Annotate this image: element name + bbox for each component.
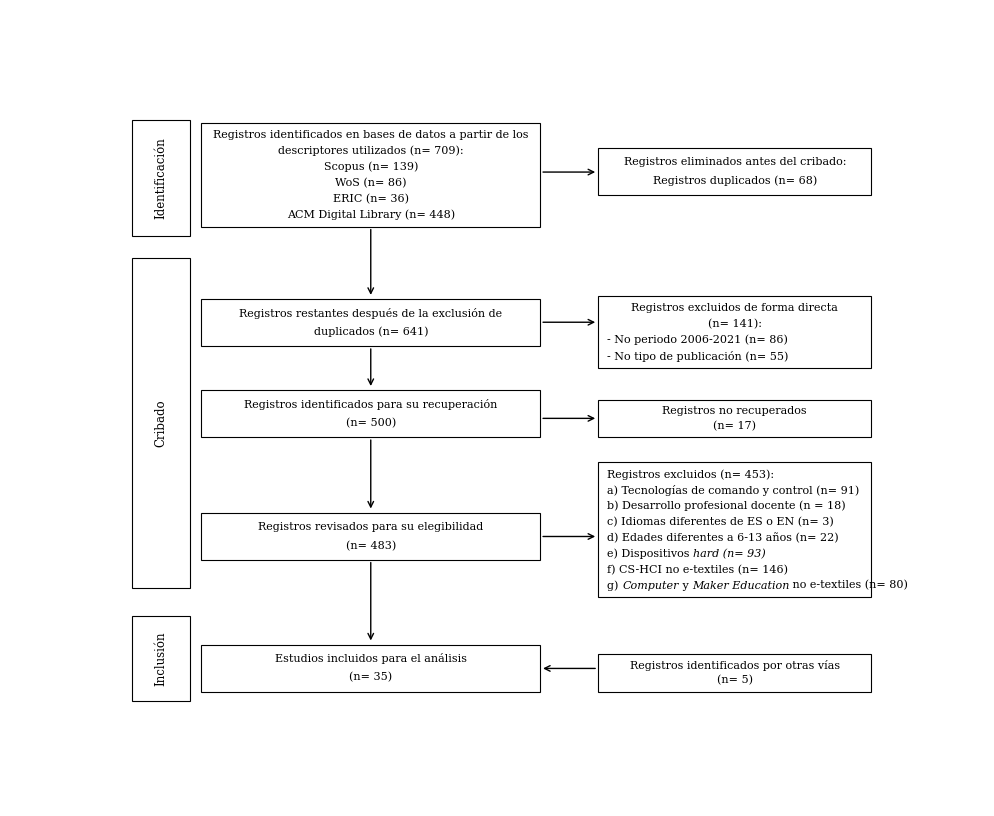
Bar (598, 296, 872, 368)
Text: - No tipo de publicación (n= 55): - No tipo de publicación (n= 55) (607, 351, 788, 361)
Text: y: y (679, 580, 692, 591)
Bar (598, 400, 872, 437)
Text: - No periodo 2006-2021 (n= 86): - No periodo 2006-2021 (n= 86) (607, 335, 788, 345)
Text: Registros excluidos de forma directa: Registros excluidos de forma directa (631, 303, 838, 313)
Text: Identificación: Identificación (154, 137, 167, 219)
Bar (132, 120, 190, 236)
Text: (n= 17): (n= 17) (714, 421, 756, 431)
Bar (132, 616, 190, 701)
Text: ACM Digital Library (n= 448): ACM Digital Library (n= 448) (286, 210, 455, 220)
Bar (202, 123, 541, 227)
Text: Registros no recuperados: Registros no recuperados (662, 406, 807, 416)
Bar (202, 299, 541, 346)
Text: Registros duplicados (n= 68): Registros duplicados (n= 68) (653, 176, 817, 186)
Text: descriptores utilizados (n= 709):: descriptores utilizados (n= 709): (278, 146, 463, 156)
Text: f) CS-HCI no e-textiles (n= 146): f) CS-HCI no e-textiles (n= 146) (607, 565, 788, 574)
Text: hard (n= 93): hard (n= 93) (693, 548, 766, 559)
Bar (132, 258, 190, 588)
Text: b) Desarrollo profesional docente (n = 18): b) Desarrollo profesional docente (n = 1… (607, 501, 846, 512)
Bar (598, 654, 872, 692)
Text: WoS (n= 86): WoS (n= 86) (335, 178, 407, 188)
Bar (598, 463, 872, 597)
Text: a) Tecnologías de comando y control (n= 91): a) Tecnologías de comando y control (n= … (607, 485, 860, 495)
Text: (n= 483): (n= 483) (346, 540, 396, 551)
Text: Registros identificados para su recuperación: Registros identificados para su recupera… (245, 399, 497, 410)
Bar (202, 645, 541, 692)
Text: Estudios incluidos para el análisis: Estudios incluidos para el análisis (274, 653, 467, 664)
Text: g): g) (607, 580, 622, 591)
Text: (n= 35): (n= 35) (349, 672, 393, 683)
Text: d) Edades diferentes a 6-13 años (n= 22): d) Edades diferentes a 6-13 años (n= 22) (607, 533, 839, 543)
Text: Computer: Computer (622, 580, 679, 591)
Bar (598, 149, 872, 195)
Text: duplicados (n= 641): duplicados (n= 641) (313, 326, 428, 337)
Bar (202, 390, 541, 437)
Text: ERIC (n= 36): ERIC (n= 36) (333, 193, 409, 204)
Text: Registros revisados para su elegibilidad: Registros revisados para su elegibilidad (258, 521, 483, 532)
Text: Registros identificados por otras vías: Registros identificados por otras vías (629, 660, 840, 671)
Text: (n= 5): (n= 5) (717, 675, 752, 685)
Text: (n= 141):: (n= 141): (708, 319, 761, 329)
Text: Scopus (n= 139): Scopus (n= 139) (324, 162, 417, 172)
Text: Registros restantes después de la exclusión de: Registros restantes después de la exclus… (240, 308, 502, 318)
Bar (202, 512, 541, 560)
Text: (n= 500): (n= 500) (346, 418, 396, 428)
Text: Registros eliminados antes del cribado:: Registros eliminados antes del cribado: (623, 157, 846, 167)
Text: e) Dispositivos: e) Dispositivos (607, 548, 693, 559)
Text: Registros identificados en bases de datos a partir de los: Registros identificados en bases de dato… (213, 130, 529, 140)
Text: c) Idiomas diferentes de ES o EN (n= 3): c) Idiomas diferentes de ES o EN (n= 3) (607, 517, 834, 527)
Text: Inclusión: Inclusión (154, 632, 167, 686)
Text: no e-textiles (n= 80): no e-textiles (n= 80) (789, 580, 909, 591)
Text: Registros excluidos (n= 453):: Registros excluidos (n= 453): (607, 469, 774, 480)
Text: Maker Education: Maker Education (692, 580, 789, 591)
Text: Cribado: Cribado (154, 399, 167, 447)
